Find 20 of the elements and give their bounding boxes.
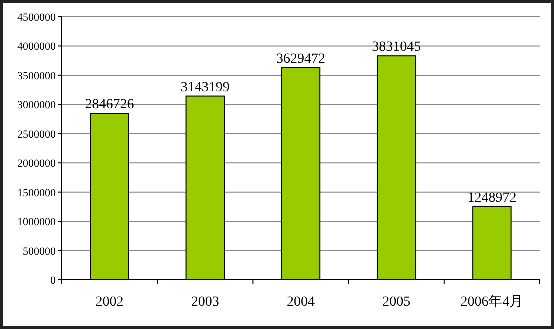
x-tick-label: 2003	[191, 295, 220, 310]
x-tick-label: 2004	[287, 295, 315, 310]
y-tick-label: 3000000	[18, 100, 56, 112]
y-tick-label: 2500000	[18, 128, 56, 141]
x-tick-label: 2002	[96, 295, 124, 310]
y-tick-label: 2000000	[18, 158, 56, 170]
y-tick-label: 1000000	[18, 216, 56, 229]
y-tick-label: 3500000	[18, 70, 56, 82]
data-label: 3831045	[372, 40, 422, 56]
data-label: 2846726	[85, 98, 134, 113]
y-tick-label: 4500000	[18, 12, 56, 24]
y-tick-label: 0	[50, 275, 56, 287]
y-tick-label: 1500000	[18, 187, 56, 200]
x-tick-label: 2006年4月	[460, 294, 524, 310]
data-label: 1248972	[468, 191, 517, 206]
data-label: 3629472	[276, 52, 326, 67]
x-tick-label: 2005	[382, 295, 411, 310]
y-tick-label: 500000	[23, 246, 56, 258]
data-label: 3143199	[180, 80, 230, 96]
y-tick-label: 4000000	[18, 41, 56, 54]
